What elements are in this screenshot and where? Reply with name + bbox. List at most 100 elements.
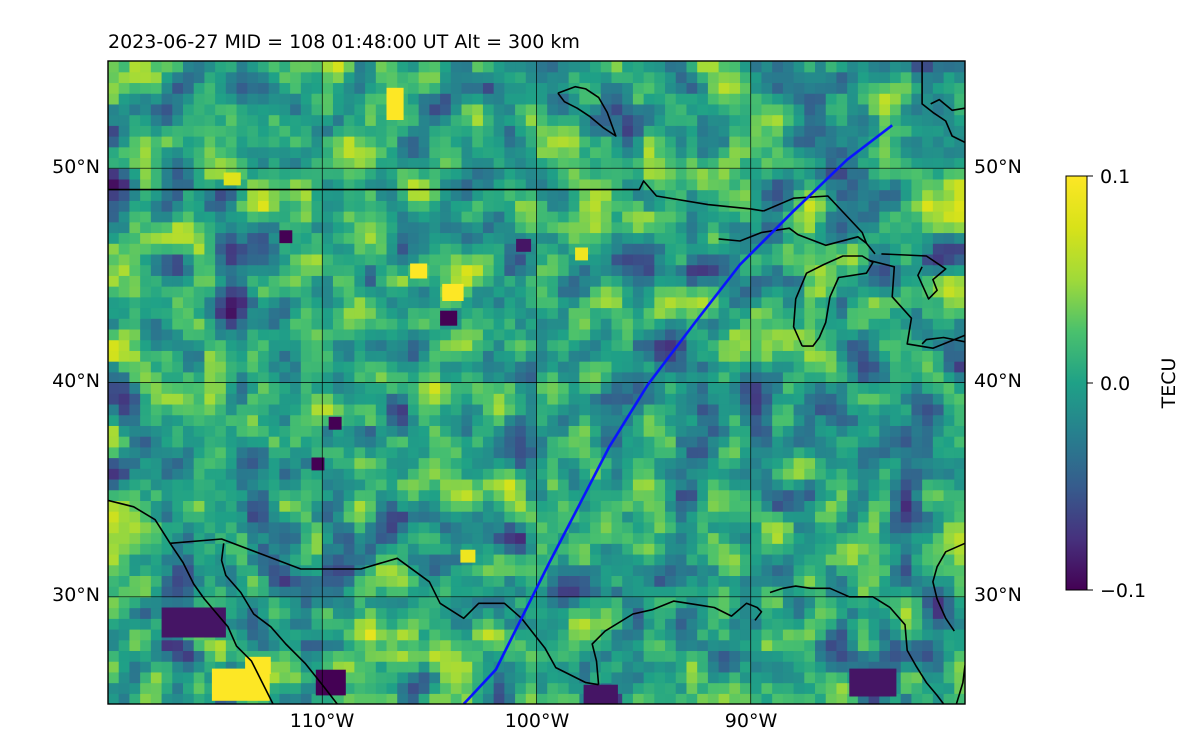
heatmap-cell <box>268 157 280 169</box>
heatmap-cell <box>204 296 216 309</box>
heatmap-cell <box>943 478 955 491</box>
heatmap-cell <box>547 178 559 191</box>
heatmap-cell <box>836 136 848 148</box>
heatmap-cell <box>472 393 484 405</box>
heatmap-cell <box>911 136 923 148</box>
heatmap-cell <box>632 628 645 641</box>
heatmap-cell <box>825 671 838 684</box>
heatmap-cell <box>697 586 709 598</box>
heatmap-cell <box>236 296 248 309</box>
heatmap-cell <box>290 286 302 298</box>
heatmap-cell <box>547 200 559 212</box>
heatmap-cell <box>236 371 248 384</box>
heatmap-cell <box>611 543 623 555</box>
heatmap-cell <box>632 564 645 576</box>
heatmap-cell <box>857 446 870 459</box>
heatmap-cell <box>922 339 934 351</box>
heatmap-cell <box>761 221 773 234</box>
heatmap-cell <box>375 264 388 276</box>
heatmap-cell <box>300 71 313 84</box>
heatmap-cell <box>643 114 655 126</box>
heatmap-cell <box>375 382 388 394</box>
heatmap-cell <box>847 478 859 491</box>
heatmap-cell <box>161 403 173 416</box>
heatmap-cell <box>440 136 452 148</box>
heatmap-cell <box>568 328 580 341</box>
heatmap-cell <box>943 189 955 201</box>
heatmap-cell <box>761 500 773 512</box>
heatmap-cell <box>782 532 795 544</box>
heatmap-cell <box>890 296 902 309</box>
heatmap-cell <box>643 500 655 512</box>
heatmap-cell <box>515 221 527 234</box>
heatmap-cell <box>750 478 763 491</box>
heatmap-cell <box>611 628 623 641</box>
heatmap-cell <box>793 382 805 394</box>
heatmap-cell <box>504 221 516 234</box>
heatmap-cell <box>461 607 473 619</box>
heatmap-cell <box>140 318 152 330</box>
heatmap-cell <box>461 596 473 609</box>
heatmap-cell <box>718 586 730 598</box>
heatmap-cell <box>375 189 388 201</box>
heatmap-cell <box>718 114 730 126</box>
heatmap-cell <box>675 275 688 287</box>
heatmap-cell <box>429 693 441 704</box>
heatmap-cell <box>311 328 323 341</box>
heatmap-cell <box>257 628 270 641</box>
heatmap-cell <box>482 393 495 405</box>
heatmap-cell <box>911 436 923 448</box>
heatmap-cell <box>600 671 613 684</box>
heatmap-cell <box>182 382 195 394</box>
heatmap-cell <box>129 478 141 491</box>
heatmap-cell <box>568 211 580 223</box>
heatmap-cell <box>354 168 366 180</box>
heatmap-cell <box>493 489 505 501</box>
heatmap-cell <box>600 189 613 201</box>
heatmap-cell <box>804 371 816 384</box>
heatmap-cell <box>772 414 784 426</box>
heatmap-cell <box>429 596 441 609</box>
heatmap-cell <box>536 564 548 576</box>
heatmap-cell <box>397 339 409 351</box>
heatmap-cell <box>750 286 763 298</box>
heatmap-cell <box>643 168 655 180</box>
heatmap-cell <box>172 286 184 298</box>
heatmap-cell <box>718 382 730 394</box>
heatmap-cell <box>225 253 238 266</box>
heatmap-cell <box>418 382 430 394</box>
heatmap-cell <box>279 318 291 330</box>
heatmap-cell <box>129 682 141 694</box>
heatmap-cell <box>204 532 216 544</box>
heatmap-cell <box>161 103 173 116</box>
heatmap-cell <box>922 328 934 341</box>
heatmap-cell <box>429 189 441 201</box>
heatmap-cell <box>140 103 152 116</box>
heatmap-cell <box>579 103 591 116</box>
heatmap-cell <box>311 553 323 566</box>
heatmap-cell <box>525 532 538 544</box>
heatmap-cell <box>193 682 206 694</box>
heatmap-cell <box>236 468 248 480</box>
heatmap-cell <box>429 436 441 448</box>
heatmap-cell <box>815 639 827 652</box>
heatmap-cell <box>247 114 259 126</box>
heatmap-cell <box>547 596 559 609</box>
heatmap-cell <box>782 628 795 641</box>
heatmap-cell <box>611 157 623 169</box>
heatmap-cell <box>418 307 430 319</box>
heatmap-cell <box>943 243 955 255</box>
heatmap-cell <box>793 661 805 673</box>
heatmap-cell <box>375 350 388 362</box>
heatmap-cell <box>482 575 495 587</box>
heatmap-cell <box>750 178 763 191</box>
heatmap-cell <box>686 125 698 137</box>
heatmap-cell <box>772 264 784 276</box>
heatmap-cell <box>579 661 591 673</box>
heatmap-cell <box>182 328 195 341</box>
heatmap-cell <box>632 457 645 469</box>
heatmap-cell <box>386 382 398 394</box>
heatmap-cell <box>225 500 238 512</box>
heatmap-cell <box>932 361 945 373</box>
heatmap-cell <box>525 103 538 116</box>
